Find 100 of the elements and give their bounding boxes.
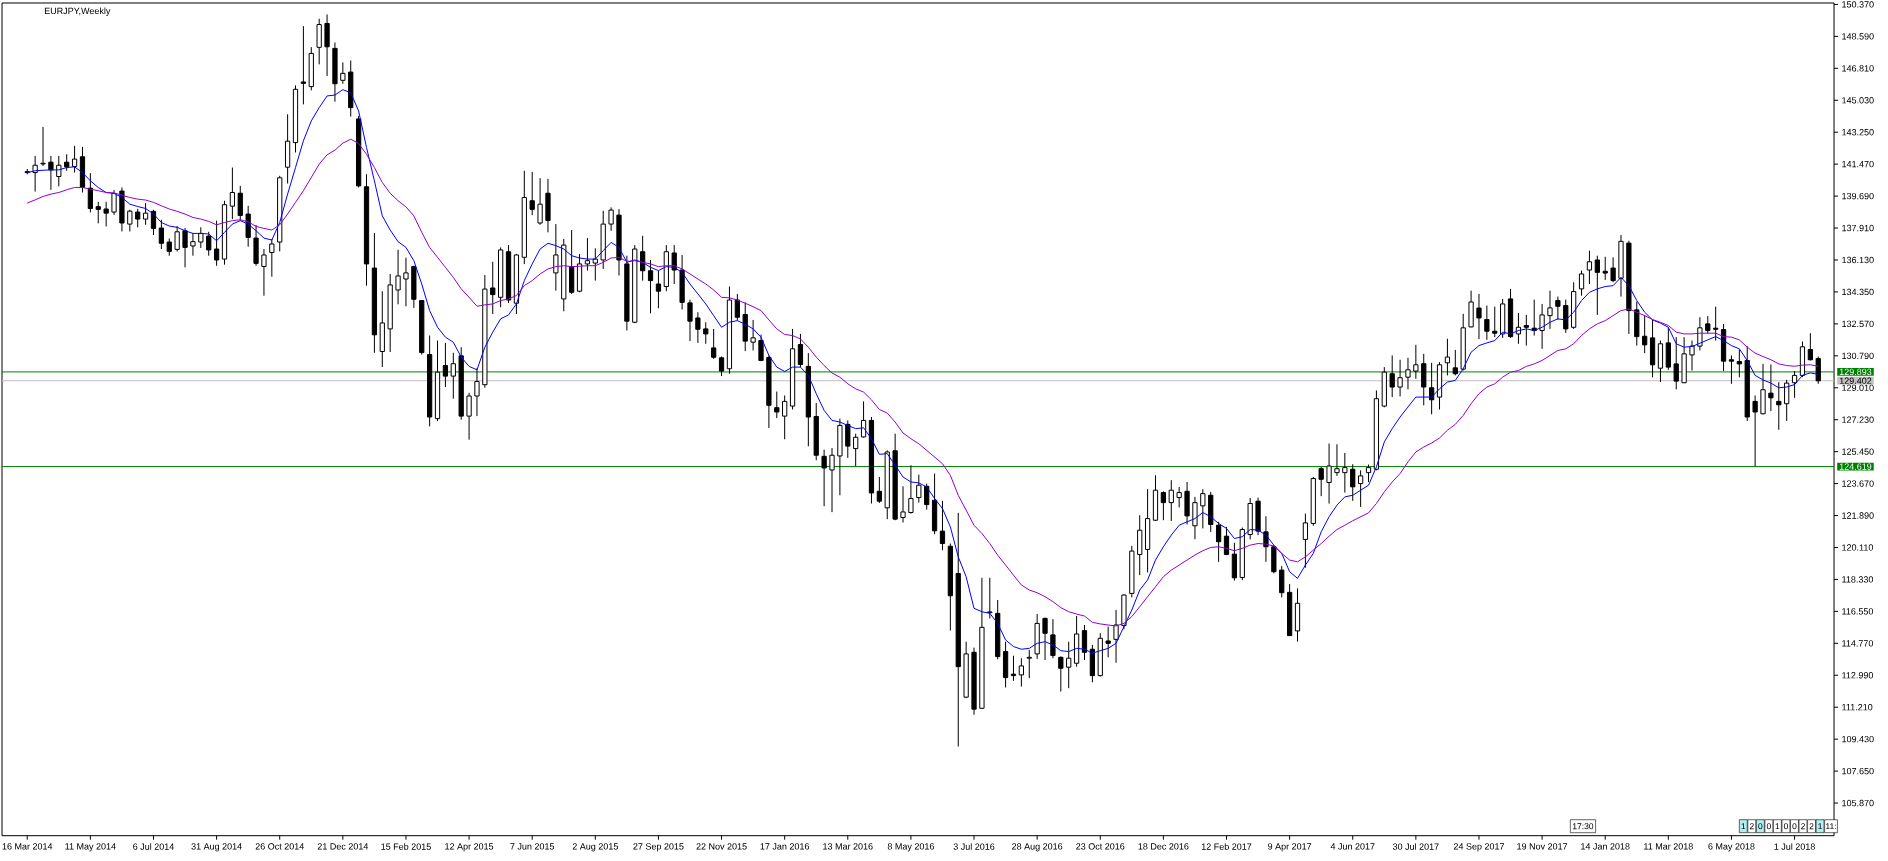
candlestick	[1776, 381, 1782, 431]
candlestick	[1058, 655, 1064, 693]
candlestick	[908, 464, 914, 515]
candlestick	[1452, 349, 1458, 376]
x-tick-label: 31 Aug 2014	[191, 843, 242, 852]
candlestick	[821, 449, 827, 507]
candlestick	[474, 367, 480, 417]
y-tick-label: 107.650	[1842, 767, 1874, 775]
y-tick-label: 105.870	[1842, 799, 1874, 807]
y-tick-label: 137.910	[1842, 224, 1874, 232]
x-tick-label: 12 Apr 2015	[445, 843, 494, 852]
x-tick-label: 19 Nov 2017	[1517, 843, 1568, 850]
x-tick-label: 4 Jun 2017	[1330, 843, 1375, 850]
x-tick-label: 6 Jul 2014	[133, 843, 174, 850]
candlestick	[1578, 270, 1585, 297]
x-tick-label: 15 Feb 2015	[381, 843, 431, 850]
y-tick-label: 120.110	[1842, 544, 1874, 551]
y-tick-label: 125.450	[1842, 448, 1874, 455]
candlestick	[1105, 626, 1111, 658]
candlestick	[671, 244, 677, 285]
y-tick-label: 136.130	[1842, 256, 1874, 264]
annotation: 0	[1792, 823, 1797, 830]
annotation: 0	[1766, 823, 1771, 830]
x-tick-label: 14 Jan 2018	[1581, 843, 1630, 850]
candlestick	[845, 419, 851, 459]
x-tick-label: 28 Aug 2016	[1012, 843, 1063, 852]
candlestick	[1192, 496, 1198, 540]
candlestick	[182, 227, 188, 268]
candlestick	[687, 299, 693, 342]
candlestick	[1586, 250, 1593, 285]
x-tick-label: 22 Nov 2015	[696, 843, 747, 850]
x-tick-label: 26 Oct 2014	[255, 843, 304, 850]
annotation: 0	[1783, 823, 1788, 830]
annotation: 1	[1741, 823, 1746, 830]
candlestick	[111, 189, 117, 216]
candlestick	[213, 220, 220, 267]
candlestick	[1215, 521, 1222, 563]
candlestick	[103, 201, 109, 227]
y-tick-label: 148.590	[1842, 33, 1874, 40]
candlestick	[1563, 299, 1569, 334]
candlestick	[1066, 641, 1072, 689]
candlestick	[529, 171, 535, 216]
candlestick	[829, 447, 835, 513]
annotation: 2	[1809, 823, 1814, 830]
candlestick	[1673, 336, 1679, 390]
candlestick	[269, 238, 275, 278]
annotation: 2	[1749, 823, 1754, 830]
candlestick	[245, 205, 251, 248]
candlestick	[1713, 306, 1719, 342]
candlestick	[1815, 356, 1821, 385]
x-tick-label: 27 Sep 2015	[633, 843, 684, 852]
candlestick	[1689, 340, 1695, 372]
candlestick	[403, 257, 409, 307]
candlestick	[647, 259, 654, 314]
candlestick	[853, 433, 859, 467]
candlestick	[797, 333, 804, 368]
y-tick-label: 129.010	[1842, 384, 1874, 391]
candlestick	[553, 223, 559, 292]
x-tick-label: 2 Aug 2015	[572, 843, 618, 852]
candlestick	[1358, 469, 1364, 508]
x-tick-label: 6 May 2018	[1708, 843, 1755, 852]
candlestick	[1547, 290, 1553, 330]
candlestick	[1768, 363, 1774, 412]
candlestick	[876, 476, 882, 504]
ref-line-label: 129.893	[1839, 368, 1872, 376]
candlestick	[450, 352, 456, 400]
candlestick	[1476, 293, 1482, 340]
candlestick	[1492, 306, 1498, 338]
candlestick	[1736, 349, 1742, 378]
y-tick-label: 127.230	[1842, 416, 1874, 423]
candlestick	[1168, 479, 1174, 522]
y-tick-label: 118.330	[1842, 576, 1874, 583]
candlestick	[1334, 443, 1340, 477]
y-tick-label: 145.030	[1842, 97, 1874, 104]
candlestick	[229, 167, 236, 220]
x-tick-label: 13 Mar 2016	[823, 843, 873, 850]
candlestick	[1397, 359, 1403, 397]
candlestick	[198, 226, 204, 249]
candlestick	[1160, 490, 1167, 521]
annotation: 2	[1801, 823, 1805, 830]
y-tick-label: 114.770	[1842, 640, 1874, 647]
candlestick	[48, 155, 54, 191]
candlestick	[1444, 338, 1451, 376]
candlestick	[1081, 624, 1088, 661]
candlestick	[237, 185, 243, 222]
y-tick-label: 141.470	[1842, 160, 1874, 168]
y-tick-label: 121.890	[1842, 512, 1874, 519]
candlestick	[1018, 657, 1024, 688]
candlestick	[1279, 565, 1285, 598]
candlestick	[1421, 353, 1427, 406]
candlestick	[1523, 314, 1529, 347]
candlestick	[1389, 354, 1395, 398]
y-tick-label: 139.690	[1842, 192, 1874, 200]
candlestick	[1539, 303, 1545, 350]
candlestick	[442, 342, 449, 388]
candlestick	[1113, 609, 1119, 664]
candlestick	[1752, 394, 1758, 467]
candlestick	[584, 237, 591, 272]
x-tick-label: 9 Apr 2017	[1268, 843, 1312, 852]
candlestick	[135, 208, 141, 228]
